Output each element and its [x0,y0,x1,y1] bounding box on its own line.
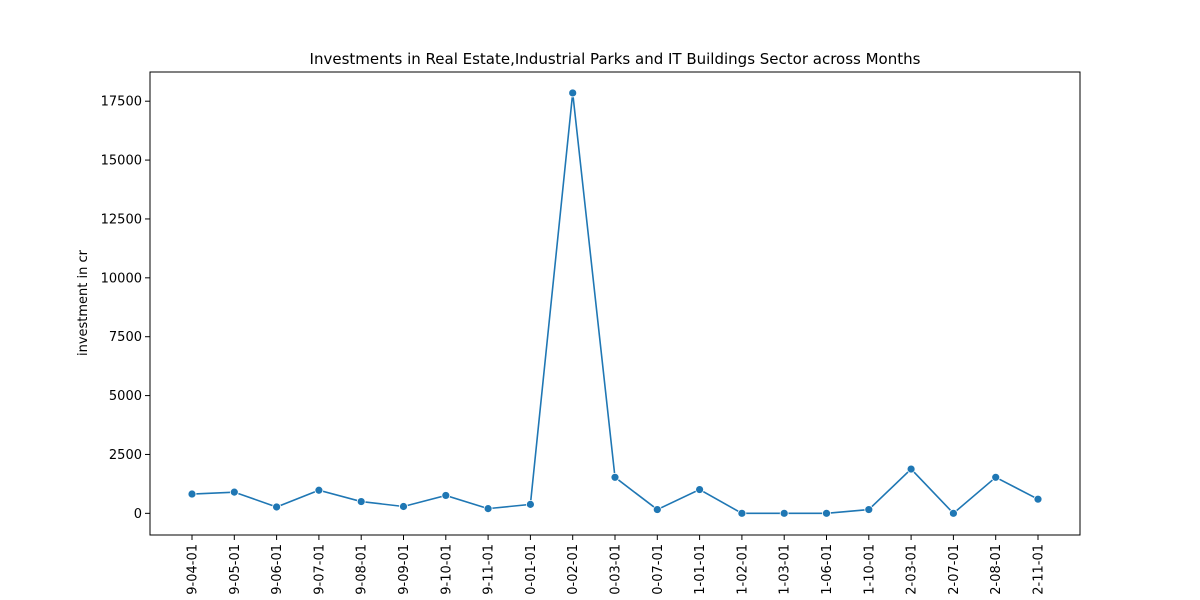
data-point [483,504,493,514]
data-point [906,464,916,474]
data-point [568,88,578,98]
data-point [652,505,662,514]
axis-ticks: 0 2500 5000 7500 10000 12500 15000 17500 9-04-01… [101,95,1047,595]
x-tick-label: 9-04-01 [186,544,201,595]
x-tick-label: 1-06-01 [820,544,835,595]
data-point [356,497,366,506]
x-tick-label: 2-03-01 [905,544,920,595]
x-tick-label: 9-09-01 [397,544,412,595]
x-tick-label: 9-08-01 [355,544,370,595]
data-point [441,491,451,500]
data-series [187,88,1043,518]
x-tick-label: 0-03-01 [609,544,624,595]
data-point [737,508,747,518]
x-tick-label: 1-01-01 [693,544,708,595]
x-tick-label: 2-08-01 [989,544,1004,595]
y-axis-label: investment in cr [76,249,91,356]
data-point [187,489,197,499]
y-tick-label: 12500 [101,212,142,227]
y-tick-label: 7500 [109,330,142,345]
data-point [991,472,1001,482]
series-line [191,92,1039,515]
x-tick-label: 0-02-01 [566,544,581,595]
x-tick-label: 9-06-01 [270,544,285,595]
data-point [526,499,535,509]
y-tick-label: 17500 [101,95,142,110]
x-tick-label: 9-05-01 [228,544,243,595]
x-tick-label: 1-02-01 [735,544,750,595]
x-tick-label: 9-11-01 [482,544,497,595]
x-tick-label: 1-03-01 [778,544,793,595]
y-tick-label: 5000 [109,389,142,404]
y-tick-label: 2500 [109,448,142,463]
data-point [864,505,874,514]
data-point [695,485,704,494]
x-tick-label: 1-10-01 [862,544,877,595]
data-point [229,487,239,497]
data-point [399,502,408,511]
data-point [610,472,620,482]
x-tick-label: 2-11-01 [1032,544,1047,595]
y-tick-label: 10000 [101,271,142,286]
data-point [822,508,831,518]
y-tick-label: 0 [134,507,142,522]
plot-area-frame [149,71,1081,536]
data-point [779,508,789,518]
x-tick-label: 0-07-01 [651,544,666,595]
chart-title: Investments in Real Estate,Industrial Pa… [310,50,921,68]
x-tick-label: 0-01-01 [524,544,539,595]
x-tick-label: 9-07-01 [312,544,327,595]
x-tick-label: 9-10-01 [439,544,454,595]
y-tick-label: 15000 [101,154,142,169]
x-tick-label: 2-07-01 [947,544,962,595]
data-point [314,485,324,495]
data-point [1033,494,1043,504]
data-point [272,502,282,512]
data-point [949,508,958,518]
